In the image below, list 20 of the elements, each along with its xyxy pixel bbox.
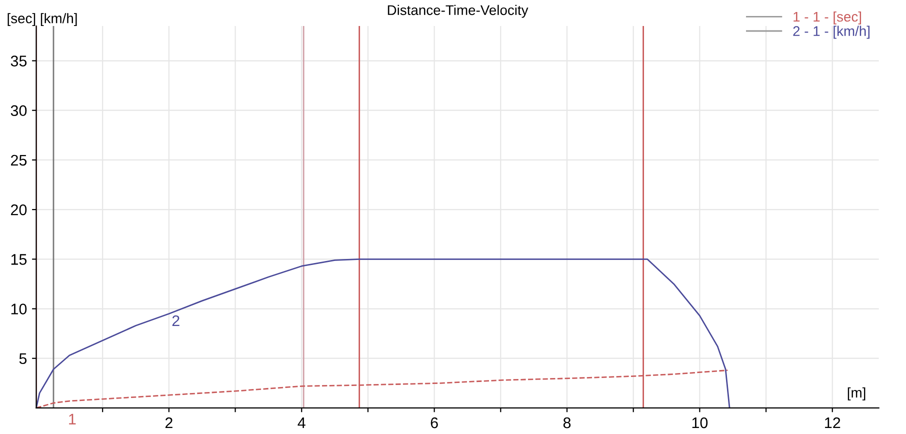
x-tick-label: 12 — [825, 417, 840, 428]
text: 2 - 1 - [km/h] — [793, 26, 870, 39]
y-axis-title: [sec] [km/h] — [8, 13, 77, 26]
y-tick-label: 35 — [10, 56, 27, 66]
x-tick-label: 8 — [563, 417, 571, 428]
y-tick-label: 20 — [10, 204, 27, 216]
chart-title: Distance-Time-Velocity — [388, 4, 528, 18]
y-tick-label: 15 — [11, 254, 27, 265]
x-tick-label: 10 — [692, 417, 708, 428]
text: 1 — [69, 414, 76, 424]
y-tick-label: 10 — [11, 304, 27, 314]
y-tick-label: 30 — [10, 105, 27, 116]
text: 1 - 1 - [sec] — [794, 11, 862, 24]
y-tick-label: 25 — [10, 154, 27, 166]
x-tick-label: 2 — [165, 417, 172, 428]
x-axis-title: [m] — [848, 387, 866, 400]
x-tick-label: 4 — [298, 418, 306, 428]
annotation: 2 — [172, 315, 180, 326]
y-tick-label: 5 — [19, 353, 27, 364]
x-tick-label: 6 — [430, 417, 438, 428]
